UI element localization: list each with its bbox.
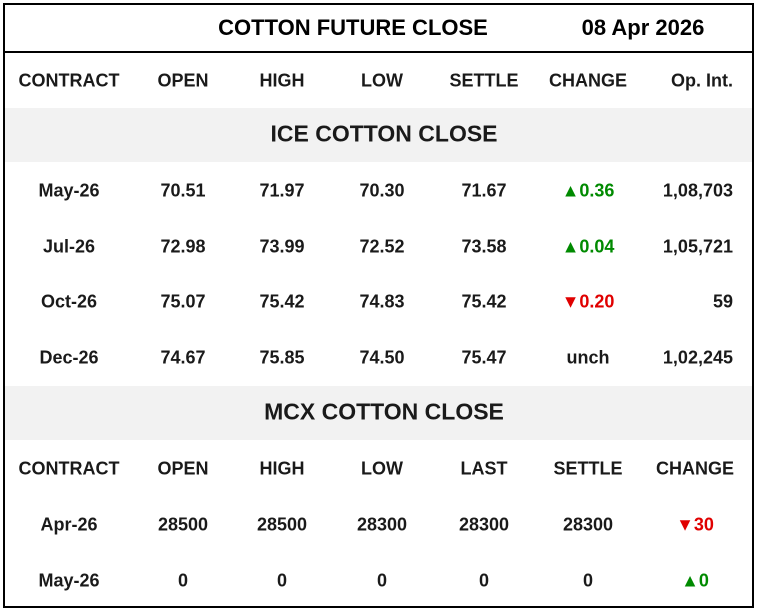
cell: 0 bbox=[177, 570, 189, 591]
column-header: Op. Int. bbox=[671, 70, 733, 91]
contract: Apr-26 bbox=[40, 514, 98, 535]
column-header: LAST bbox=[460, 458, 508, 479]
title: COTTON FUTURE CLOSE bbox=[218, 15, 488, 40]
column-header: CONTRACT bbox=[18, 70, 120, 91]
cell: 74.83 bbox=[359, 291, 405, 312]
cell: 73.58 bbox=[461, 236, 507, 257]
column-header: OPEN bbox=[157, 70, 209, 91]
contract: May-26 bbox=[38, 180, 100, 201]
cell: 0 bbox=[276, 570, 288, 591]
cell: 71.67 bbox=[461, 180, 507, 201]
cell: 28300 bbox=[562, 514, 614, 535]
cell: 71.97 bbox=[259, 180, 305, 201]
frame bbox=[3, 3, 754, 608]
date: 08 Apr 2026 bbox=[581, 15, 705, 40]
cell: 1,02,245 bbox=[662, 347, 733, 368]
cell: 59 bbox=[712, 291, 733, 312]
column-header: SETTLE bbox=[553, 458, 623, 479]
cell: 73.99 bbox=[259, 236, 305, 257]
cell: 74.50 bbox=[359, 347, 405, 368]
change: ▼30 bbox=[676, 514, 714, 535]
change: ▲0 bbox=[681, 570, 709, 591]
column-header: LOW bbox=[361, 70, 403, 91]
column-header: HIGH bbox=[259, 70, 305, 91]
cell: 70.51 bbox=[160, 180, 206, 201]
title-rule bbox=[5, 51, 752, 53]
change: ▲0.04 bbox=[561, 236, 615, 257]
section-title: ICE COTTON CLOSE bbox=[270, 120, 498, 147]
contract: Jul-26 bbox=[42, 236, 96, 257]
change: ▲0.36 bbox=[561, 180, 615, 201]
contract: Oct-26 bbox=[40, 291, 98, 312]
cell: 28500 bbox=[256, 514, 308, 535]
cell: 28300 bbox=[458, 514, 510, 535]
cell: 70.30 bbox=[359, 180, 405, 201]
cell: 28500 bbox=[157, 514, 209, 535]
column-header: SETTLE bbox=[449, 70, 519, 91]
cell: 72.52 bbox=[359, 236, 405, 257]
cell: 75.07 bbox=[160, 291, 206, 312]
cell: 75.42 bbox=[461, 291, 507, 312]
column-header: HIGH bbox=[259, 458, 305, 479]
ice-band bbox=[5, 108, 752, 162]
cell: 0 bbox=[376, 570, 388, 591]
mcx-band bbox=[5, 386, 752, 440]
column-header: CHANGE bbox=[655, 458, 735, 479]
cell: 28300 bbox=[356, 514, 408, 535]
cell: 75.42 bbox=[259, 291, 305, 312]
contract: May-26 bbox=[38, 570, 100, 591]
column-header: CONTRACT bbox=[18, 458, 120, 479]
cell: 72.98 bbox=[160, 236, 206, 257]
cell: 74.67 bbox=[160, 347, 206, 368]
contract: Dec-26 bbox=[39, 347, 99, 368]
change: unch bbox=[566, 347, 610, 368]
cell: 1,08,703 bbox=[662, 180, 733, 201]
column-header: LOW bbox=[361, 458, 403, 479]
cell: 75.47 bbox=[461, 347, 507, 368]
change: ▼0.20 bbox=[561, 291, 615, 312]
cell: 0 bbox=[478, 570, 490, 591]
cell: 75.85 bbox=[259, 347, 305, 368]
cell: 0 bbox=[582, 570, 594, 591]
cell: 1,05,721 bbox=[662, 236, 733, 257]
section-title: MCX COTTON CLOSE bbox=[264, 398, 504, 425]
column-header: CHANGE bbox=[548, 70, 628, 91]
column-header: OPEN bbox=[157, 458, 209, 479]
